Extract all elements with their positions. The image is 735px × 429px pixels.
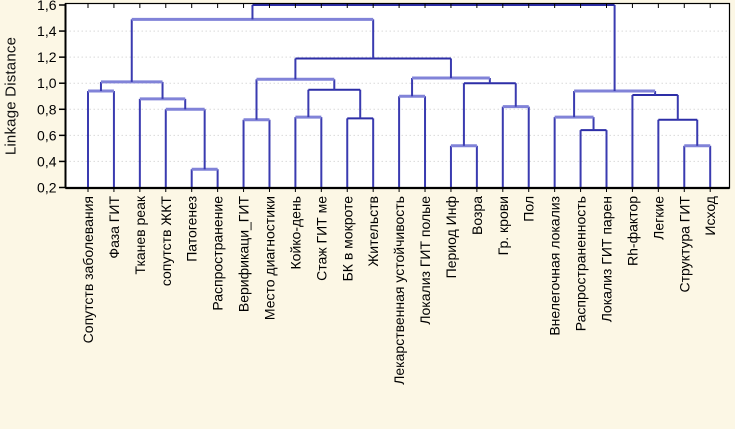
x-axis-label: Rh-фактор (624, 196, 640, 266)
dendrogram-links (87, 4, 712, 188)
x-axis-label: Легкие (650, 196, 666, 240)
y-tick-label: 1,2 (37, 49, 57, 65)
x-axis-label: Внелегочная локализ (547, 196, 563, 336)
x-axis-label: Жительств (365, 196, 381, 267)
x-axis-label: Период Инф (443, 196, 459, 278)
y-axis-tick-labels: 1,6 1,4 1,2 1,0 0,8 0,6 0,4 0,2 (37, 0, 57, 196)
y-tick-label: 0,2 (37, 180, 57, 196)
plot-area (65, 3, 730, 188)
x-axis-label: Место диагностики (261, 196, 277, 320)
x-axis-label: Возра (469, 196, 485, 235)
axis-frame (64, 2, 731, 190)
y-axis-title: Linkage Distance (2, 36, 20, 156)
x-axis-label: Пол (521, 196, 537, 222)
y-tick-label: 0,4 (37, 153, 57, 169)
axis-ticks (59, 3, 711, 192)
y-tick-label: 0,6 (37, 127, 57, 143)
x-axis-label: Локализ ГИТ парен (599, 196, 615, 322)
x-axis-label: Распространение (210, 196, 226, 311)
x-axis-label: Верификаци_ГИТ (236, 196, 252, 313)
x-axis-label: Сопутств заболевания (80, 196, 96, 343)
x-axis-label: Фаза ГИТ (106, 196, 122, 259)
x-axis-label: Распространенность (573, 196, 589, 331)
x-axis-label: Койко-день (287, 196, 303, 269)
x-axis-label: Лекарственная устойчивость (391, 196, 407, 385)
x-axis-label: сопутств ЖКТ (158, 196, 174, 287)
x-axis-label: Патогенез (184, 196, 200, 262)
x-axis-label: Гр. крови (495, 196, 511, 255)
x-axis-label: Структура ГИТ (676, 196, 692, 293)
x-axis-label: Исход (702, 196, 718, 236)
x-axis-label: Стаж ГИТ ме (313, 196, 329, 281)
y-tick-label: 0,8 (37, 101, 57, 117)
x-axis-label: БК в мокроте (339, 196, 355, 282)
y-tick-label: 1,0 (37, 75, 57, 91)
gridlines (65, 30, 730, 162)
y-tick-label: 1,6 (37, 0, 57, 13)
y-tick-label: 1,4 (37, 23, 57, 39)
x-axis-labels: Сопутств заболевания Фаза ГИТ Тканев реак с… (80, 195, 718, 385)
x-axis-label: Локализ ГИТ полые (417, 196, 433, 325)
x-axis-label: Тканев реак (132, 195, 148, 274)
